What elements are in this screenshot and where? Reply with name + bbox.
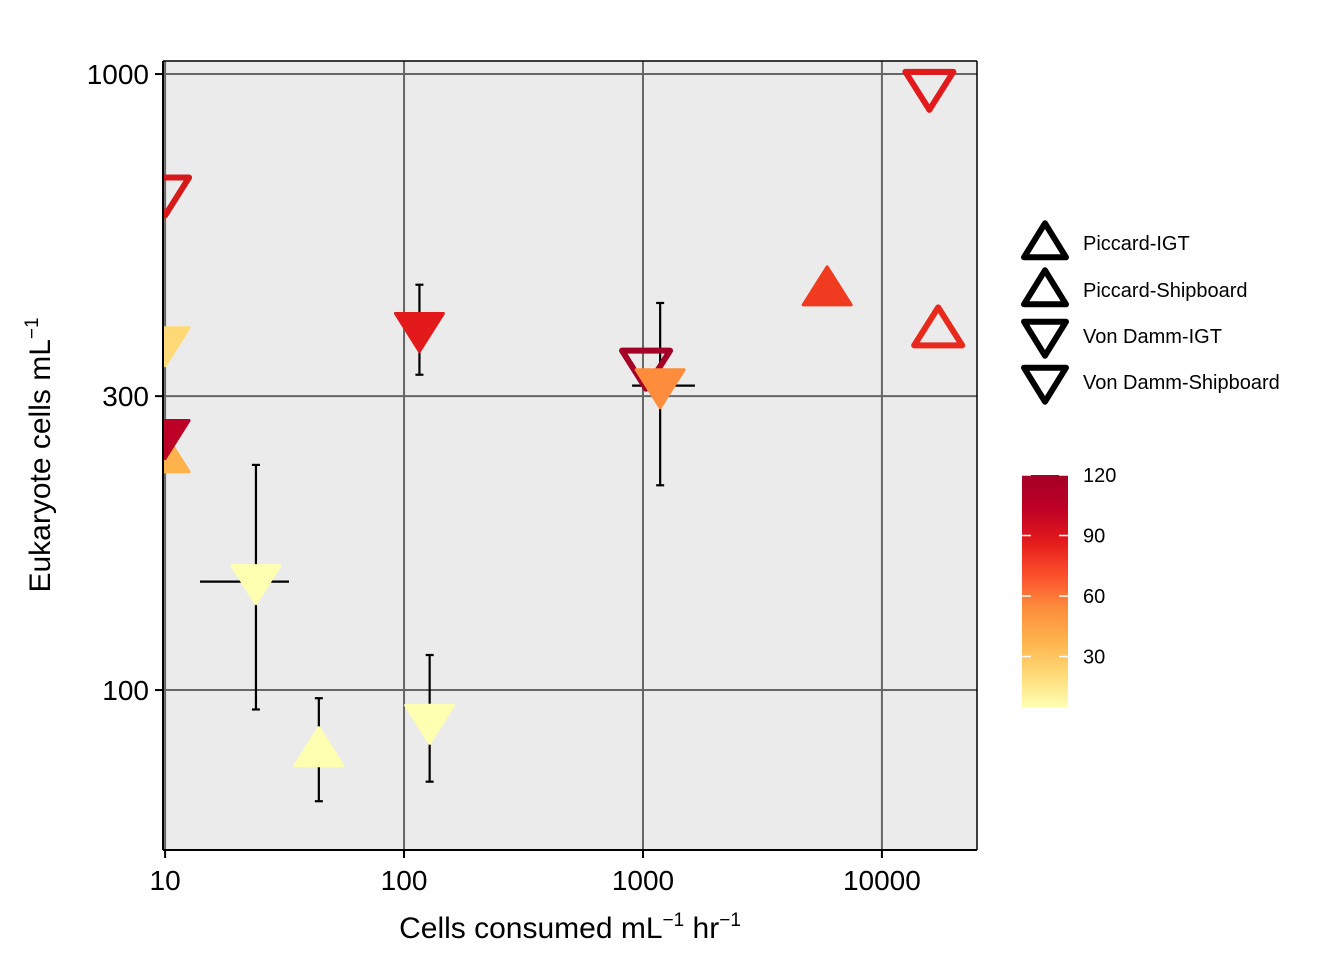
x-axis-title-base: Cells consumed mL	[399, 912, 662, 945]
y-tick-label-0: 100	[102, 675, 149, 706]
data-point-1	[163, 326, 191, 368]
colorbar-label-1: 60	[1083, 586, 1105, 608]
legend-symbol-3	[1021, 364, 1069, 405]
x-tick-label-0: 10	[150, 865, 181, 896]
x-axis-title: Cells consumed mL−1 hr−1	[399, 910, 741, 945]
colorbar-label-3: 120	[1083, 465, 1116, 487]
x-axis-ticks: 10 100 1000 10000	[150, 850, 921, 896]
data-point-4	[230, 564, 282, 606]
y-axis-title: Eukaryote cells mL−1	[22, 317, 57, 592]
colorbar-label-0: 30	[1083, 647, 1105, 669]
colorbar-gradient	[1022, 475, 1068, 707]
data-point-5	[293, 726, 345, 768]
x-tick-label-3: 10000	[843, 865, 921, 896]
legend-symbol-0	[1021, 220, 1069, 261]
data-point-7	[404, 703, 456, 745]
data-points	[163, 68, 966, 768]
y-axis-title-sup: −1	[22, 317, 43, 339]
colorbar-label-2: 90	[1083, 526, 1105, 548]
legend-label-0: Piccard-IGT	[1083, 233, 1190, 255]
x-axis-title-sup1: −1	[663, 910, 685, 931]
x-axis-title-sup2: −1	[719, 910, 741, 931]
legend-label-2: Von Damm-IGT	[1083, 326, 1222, 348]
x-tick-label-1: 100	[381, 865, 428, 896]
shape-legend: Piccard-IGT Piccard-Shipboard Von Damm-IGT…	[1021, 220, 1280, 405]
data-point-10	[801, 265, 853, 307]
y-tick-label-2: 1000	[87, 59, 149, 90]
y-axis-ticks: 100 300 1000	[87, 59, 163, 706]
data-point-11	[902, 68, 957, 113]
y-tick-label-1: 300	[102, 381, 149, 412]
legend-label-3: Von Damm-Shipboard	[1083, 372, 1280, 394]
x-tick-label-2: 1000	[612, 865, 674, 896]
data-point-9	[634, 368, 686, 410]
data-point-0	[163, 174, 193, 219]
plot-panel	[163, 61, 977, 850]
data-point-6	[393, 311, 445, 353]
colorbar-ticks: 30 60 90 120	[1022, 465, 1116, 669]
colorbar-legend: 30 60 90 120	[1022, 465, 1116, 707]
x-axis-title-mid: hr	[684, 912, 719, 945]
data-point-12	[911, 304, 966, 349]
legend-symbol-2	[1021, 318, 1069, 359]
y-axis-title-base: Eukaryote cells mL	[24, 339, 57, 592]
data-point-3	[163, 419, 191, 461]
legend-label-1: Piccard-Shipboard	[1083, 280, 1248, 302]
grid-lines	[163, 61, 977, 850]
legend-symbol-1	[1021, 267, 1069, 308]
